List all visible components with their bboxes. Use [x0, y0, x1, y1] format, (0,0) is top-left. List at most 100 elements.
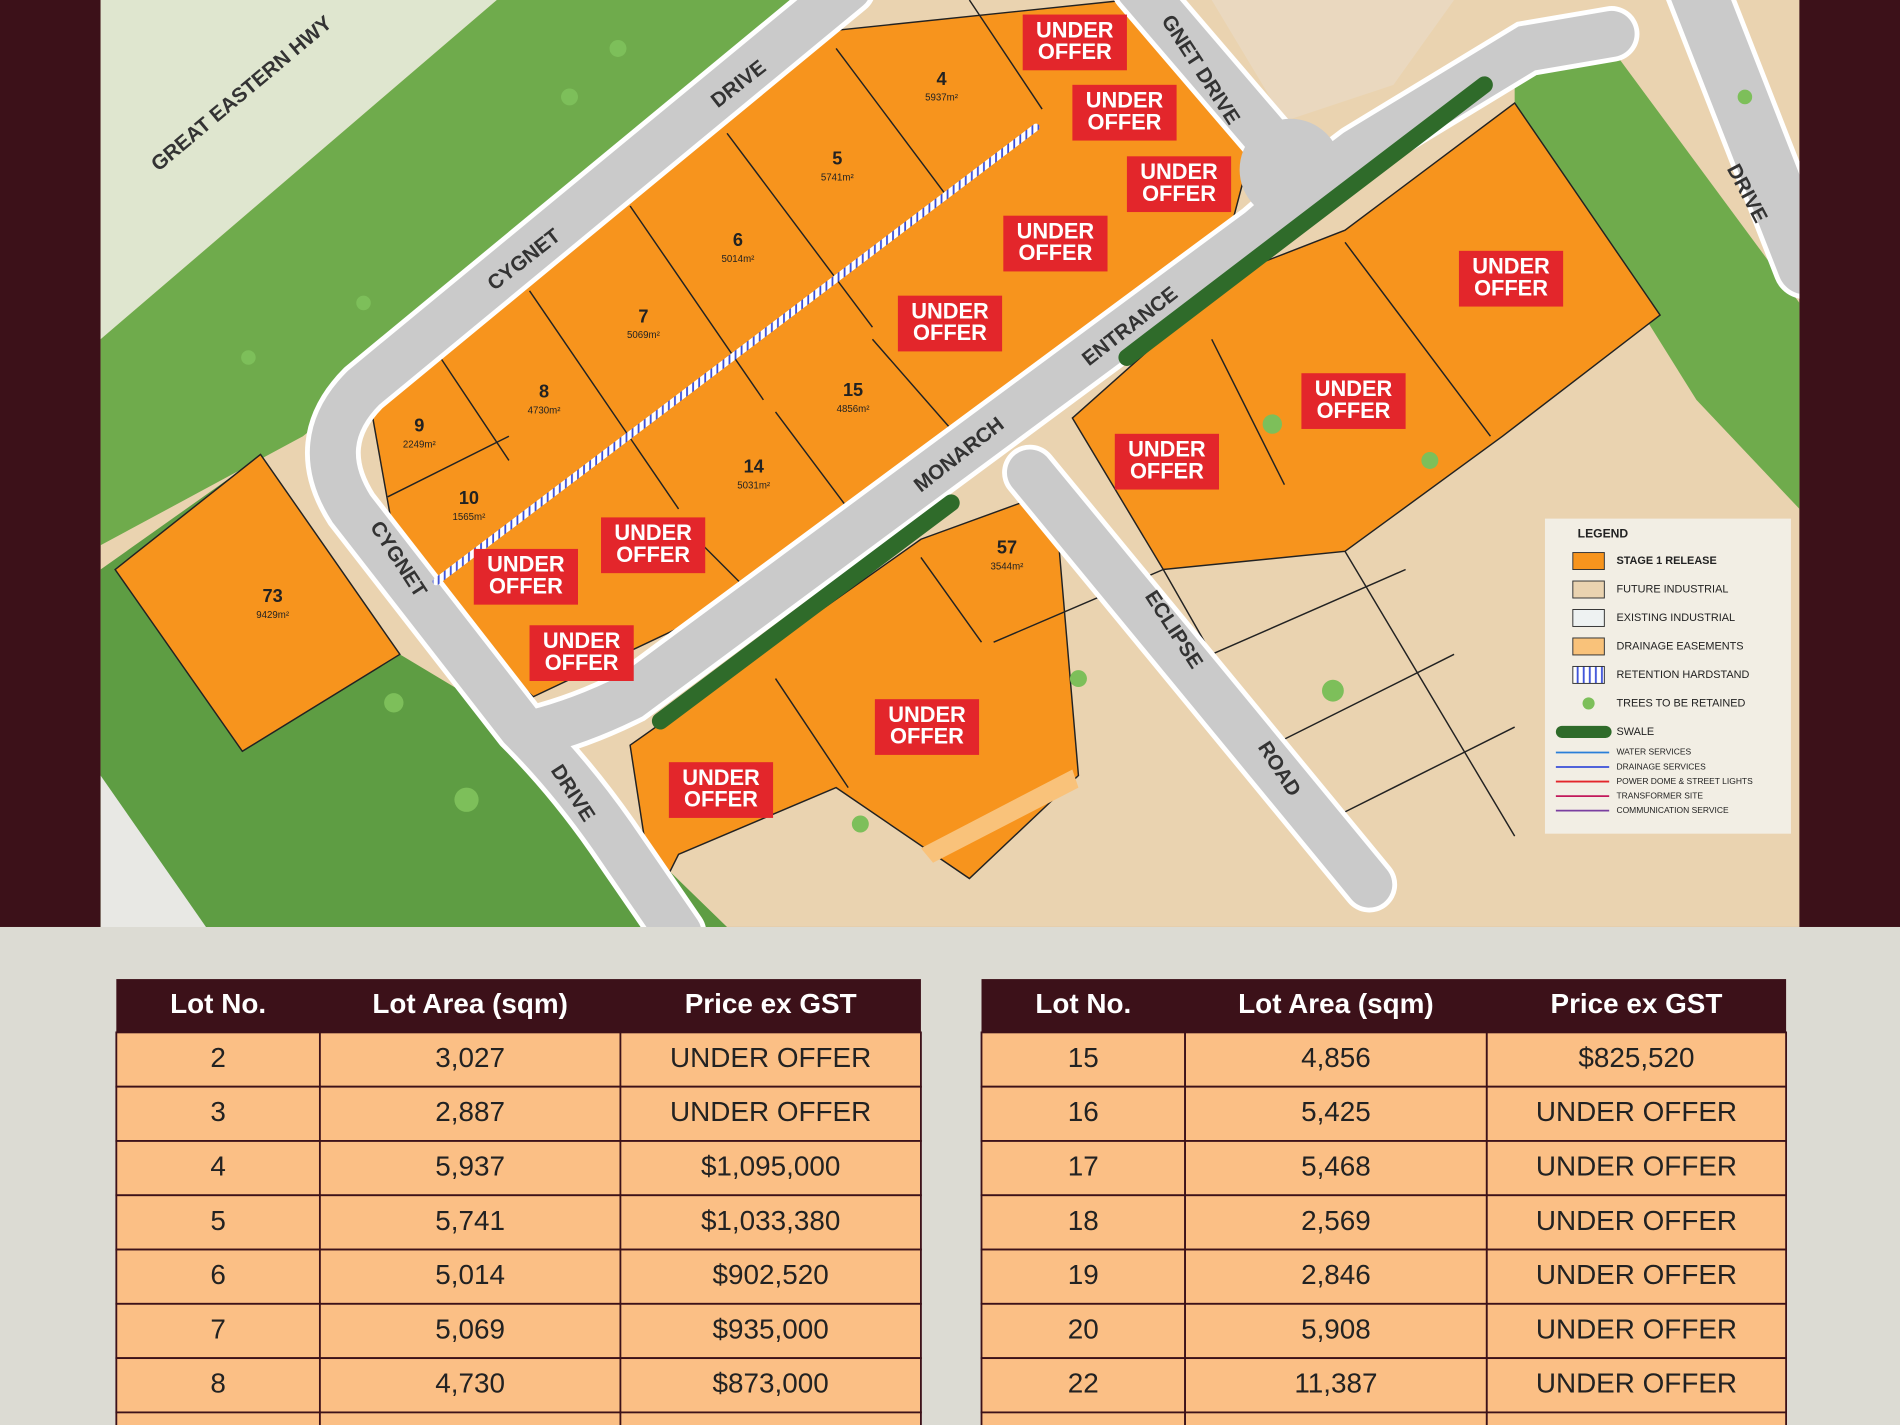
table-cell — [619, 1031, 922, 1088]
legend-swatch — [1572, 609, 1605, 627]
table-cell — [1485, 1194, 1788, 1251]
table-cell — [115, 1357, 321, 1414]
stage-1-block — [114, 453, 401, 753]
table-cell — [619, 1248, 922, 1305]
verge — [100, 775, 206, 927]
badge-text: UNDER — [1140, 159, 1218, 184]
cell-text: 5,741 — [435, 1205, 505, 1236]
column-header: Price ex GST — [685, 988, 857, 1019]
table-cell — [1184, 1140, 1488, 1197]
cell-text: UNDER OFFER — [1536, 1313, 1737, 1344]
cell-text: UNDER OFFER — [1536, 1150, 1737, 1181]
under-offer-badge — [1003, 215, 1108, 272]
price-tables: Lot No. Lot Area (sqm) Price ex GST 2 3,027 U… — [115, 979, 1788, 1425]
under-offer-badge — [1126, 156, 1232, 213]
lot-lines — [387, 0, 1516, 837]
under-offer-badge — [668, 762, 774, 818]
cell-text: 4 — [210, 1150, 226, 1181]
stage-1-block — [1071, 101, 1662, 571]
table-cell — [1184, 1248, 1488, 1305]
legend-swatch — [1572, 552, 1605, 570]
table-cell — [1184, 1194, 1488, 1251]
table-cell — [115, 1248, 321, 1305]
table-cell — [115, 1411, 321, 1425]
lot-area: 1565m² — [453, 512, 487, 523]
legend-label: TREES TO BE RETAINED — [1616, 697, 1745, 709]
badge-text: OFFER — [545, 650, 619, 675]
cell-text: UNDER OFFER — [670, 1042, 871, 1073]
table-cell — [115, 1140, 321, 1197]
table-cell — [980, 1302, 1186, 1360]
cell-text: UNDER OFFER — [670, 1096, 871, 1127]
lot-area: 5014m² — [722, 254, 756, 265]
lot-area: 5741m² — [821, 173, 855, 184]
legend-swatch — [1582, 697, 1595, 710]
lot-number: 9 — [414, 415, 424, 435]
column-header: Lot No. — [1035, 988, 1131, 1019]
under-offer-badge — [1458, 250, 1564, 307]
cell-text: $825,520 — [1578, 1042, 1694, 1073]
badge-text: UNDER — [1036, 17, 1114, 42]
table-cell — [980, 1085, 1186, 1142]
lot-area: 3544m² — [991, 562, 1025, 573]
cell-text: 16 — [1068, 1096, 1099, 1127]
lot-number: 6 — [733, 230, 743, 250]
cell-text: 5,014 — [435, 1259, 505, 1290]
table-cell — [1485, 1085, 1788, 1142]
legend-label: FUTURE INDUSTRIAL — [1616, 583, 1728, 595]
cell-text: 3 — [210, 1096, 226, 1127]
badge-text: OFFER — [616, 542, 690, 567]
badge-text: OFFER — [684, 787, 758, 812]
column-header: Lot Area (sqm) — [1238, 988, 1434, 1019]
legend-label: TRANSFORMER SITE — [1616, 790, 1703, 800]
badge-text: OFFER — [1018, 240, 1092, 265]
badge-text: UNDER — [911, 298, 989, 323]
legend-label: POWER DOME & STREET LIGHTS — [1616, 776, 1753, 786]
badge-text: OFFER — [913, 320, 987, 345]
under-offer-badge — [473, 548, 578, 605]
cell-text: 17 — [1068, 1150, 1099, 1181]
badge-text: UNDER — [1128, 437, 1206, 462]
lot-area: 5069m² — [627, 330, 661, 341]
table-cell — [1184, 1031, 1488, 1088]
cell-text: UNDER OFFER — [1536, 1205, 1737, 1236]
legend-swatch — [1555, 725, 1612, 738]
cell-text: $935,000 — [713, 1313, 829, 1344]
roads — [305, 0, 1800, 927]
table-cell — [980, 1411, 1186, 1425]
badge-text: UNDER — [888, 702, 966, 727]
table-cell — [318, 1031, 622, 1088]
badge-text: OFFER — [1088, 109, 1162, 134]
lot-area: 4730m² — [528, 405, 562, 416]
lot-number: 57 — [997, 538, 1017, 558]
cell-text: $902,520 — [713, 1259, 829, 1290]
badge-text: UNDER — [1472, 254, 1550, 279]
cell-text: 2,846 — [1301, 1259, 1371, 1290]
cell-text: 20 — [1068, 1313, 1099, 1344]
badge-text: UNDER — [1017, 218, 1095, 243]
lot-number: 15 — [843, 380, 863, 400]
cell-text: 8 — [210, 1368, 226, 1399]
under-offer-badge — [897, 295, 1003, 352]
under-offer-badge — [601, 517, 706, 574]
cell-text: 2 — [210, 1042, 226, 1073]
table-cell — [1485, 1031, 1788, 1088]
table-cell — [1485, 1302, 1788, 1360]
lot-number: 14 — [744, 457, 764, 477]
lot-number: 8 — [539, 381, 549, 401]
trees — [241, 39, 1753, 833]
drainage-easement — [920, 769, 1079, 863]
legend-swatch — [1572, 637, 1605, 656]
cell-text: 15 — [1068, 1042, 1099, 1073]
green-belt — [1514, 48, 1800, 509]
cell-text: 6 — [210, 1259, 226, 1290]
legend-title: LEGEND — [1578, 527, 1629, 541]
lot-number: 7 — [638, 306, 648, 326]
lot-area: 9429m² — [256, 610, 290, 621]
badge-text: OFFER — [1474, 275, 1548, 300]
legend-label: EXISTING INDUSTRIAL — [1616, 612, 1735, 624]
cell-text: 4,730 — [435, 1368, 505, 1399]
badge-text: UNDER — [543, 628, 621, 653]
